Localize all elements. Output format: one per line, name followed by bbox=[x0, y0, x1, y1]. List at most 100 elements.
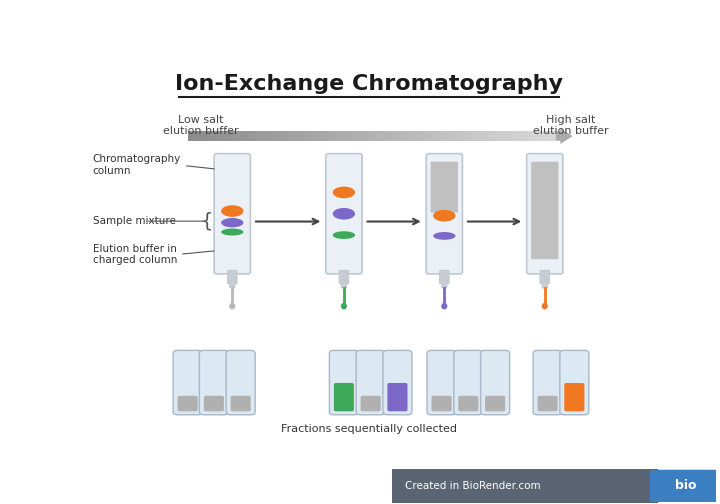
Bar bbox=[279, 132, 287, 141]
Bar bbox=[200, 132, 207, 141]
Bar bbox=[286, 132, 292, 141]
Bar bbox=[230, 132, 238, 141]
Text: Created in BioRender.com: Created in BioRender.com bbox=[405, 481, 541, 491]
FancyBboxPatch shape bbox=[334, 383, 354, 411]
Bar bbox=[354, 132, 360, 141]
FancyBboxPatch shape bbox=[442, 280, 447, 288]
Text: Ion-Exchange Chromatography: Ion-Exchange Chromatography bbox=[175, 74, 563, 94]
Ellipse shape bbox=[221, 218, 243, 227]
Ellipse shape bbox=[341, 303, 347, 309]
FancyBboxPatch shape bbox=[564, 383, 585, 411]
Bar bbox=[317, 132, 323, 141]
FancyBboxPatch shape bbox=[230, 396, 251, 411]
FancyBboxPatch shape bbox=[459, 396, 478, 411]
Bar bbox=[323, 132, 329, 141]
Ellipse shape bbox=[221, 205, 243, 217]
Bar bbox=[458, 132, 464, 141]
FancyBboxPatch shape bbox=[383, 350, 412, 415]
Bar bbox=[507, 132, 513, 141]
Bar bbox=[519, 132, 526, 141]
FancyBboxPatch shape bbox=[542, 280, 547, 288]
Bar bbox=[464, 132, 471, 141]
Bar bbox=[488, 132, 495, 141]
FancyBboxPatch shape bbox=[533, 350, 562, 415]
Bar bbox=[427, 132, 433, 141]
Text: bio: bio bbox=[675, 479, 696, 492]
FancyBboxPatch shape bbox=[427, 350, 456, 415]
Bar bbox=[526, 132, 532, 141]
Bar bbox=[359, 132, 366, 141]
FancyBboxPatch shape bbox=[387, 383, 408, 411]
Bar bbox=[402, 132, 409, 141]
FancyBboxPatch shape bbox=[178, 396, 198, 411]
Ellipse shape bbox=[541, 303, 548, 309]
Ellipse shape bbox=[333, 231, 355, 239]
Text: Chromatography
column: Chromatography column bbox=[93, 154, 214, 176]
Bar bbox=[194, 132, 200, 141]
Bar bbox=[470, 132, 477, 141]
Text: High salt
elution buffer: High salt elution buffer bbox=[534, 115, 609, 137]
Bar bbox=[544, 132, 550, 141]
FancyBboxPatch shape bbox=[199, 350, 228, 415]
FancyBboxPatch shape bbox=[325, 154, 362, 274]
FancyBboxPatch shape bbox=[481, 350, 510, 415]
Bar bbox=[500, 132, 508, 141]
Ellipse shape bbox=[333, 186, 355, 198]
FancyBboxPatch shape bbox=[356, 350, 385, 415]
FancyBboxPatch shape bbox=[214, 154, 251, 274]
Bar bbox=[384, 132, 391, 141]
Bar bbox=[378, 132, 384, 141]
FancyBboxPatch shape bbox=[540, 271, 549, 284]
FancyBboxPatch shape bbox=[226, 350, 255, 415]
FancyBboxPatch shape bbox=[230, 280, 235, 288]
Bar bbox=[396, 132, 403, 141]
Bar bbox=[310, 132, 317, 141]
Bar bbox=[329, 132, 336, 141]
FancyBboxPatch shape bbox=[426, 154, 462, 274]
Bar bbox=[249, 132, 256, 141]
FancyArrow shape bbox=[556, 129, 572, 144]
Bar bbox=[372, 132, 379, 141]
FancyBboxPatch shape bbox=[361, 396, 381, 411]
FancyBboxPatch shape bbox=[339, 271, 348, 284]
Bar bbox=[446, 132, 452, 141]
FancyBboxPatch shape bbox=[173, 350, 202, 415]
FancyBboxPatch shape bbox=[341, 280, 346, 288]
FancyBboxPatch shape bbox=[204, 396, 224, 411]
Bar bbox=[366, 132, 372, 141]
Bar bbox=[390, 132, 397, 141]
FancyBboxPatch shape bbox=[650, 470, 720, 502]
FancyBboxPatch shape bbox=[526, 154, 563, 274]
FancyBboxPatch shape bbox=[431, 162, 458, 213]
Bar bbox=[513, 132, 520, 141]
Bar bbox=[347, 132, 354, 141]
Bar bbox=[206, 132, 213, 141]
Bar bbox=[415, 132, 421, 141]
Bar bbox=[218, 132, 225, 141]
FancyBboxPatch shape bbox=[329, 350, 359, 415]
Bar bbox=[261, 132, 268, 141]
Bar bbox=[531, 132, 538, 141]
FancyBboxPatch shape bbox=[538, 396, 557, 411]
FancyBboxPatch shape bbox=[560, 350, 589, 415]
Bar bbox=[225, 132, 231, 141]
Bar bbox=[188, 132, 194, 141]
Bar bbox=[439, 132, 446, 141]
Text: Sample mixture: Sample mixture bbox=[93, 216, 176, 226]
Bar bbox=[550, 132, 557, 141]
FancyBboxPatch shape bbox=[485, 396, 505, 411]
Text: Fractions sequentially collected: Fractions sequentially collected bbox=[281, 424, 457, 434]
Ellipse shape bbox=[433, 210, 456, 222]
Ellipse shape bbox=[433, 232, 456, 240]
Ellipse shape bbox=[333, 208, 355, 220]
FancyBboxPatch shape bbox=[454, 350, 483, 415]
Bar bbox=[341, 132, 348, 141]
FancyBboxPatch shape bbox=[386, 468, 658, 503]
Bar bbox=[409, 132, 415, 141]
FancyBboxPatch shape bbox=[440, 271, 449, 284]
Bar bbox=[267, 132, 274, 141]
Bar bbox=[538, 132, 544, 141]
Bar bbox=[243, 132, 250, 141]
Text: {: { bbox=[200, 212, 212, 231]
Bar bbox=[495, 132, 501, 141]
